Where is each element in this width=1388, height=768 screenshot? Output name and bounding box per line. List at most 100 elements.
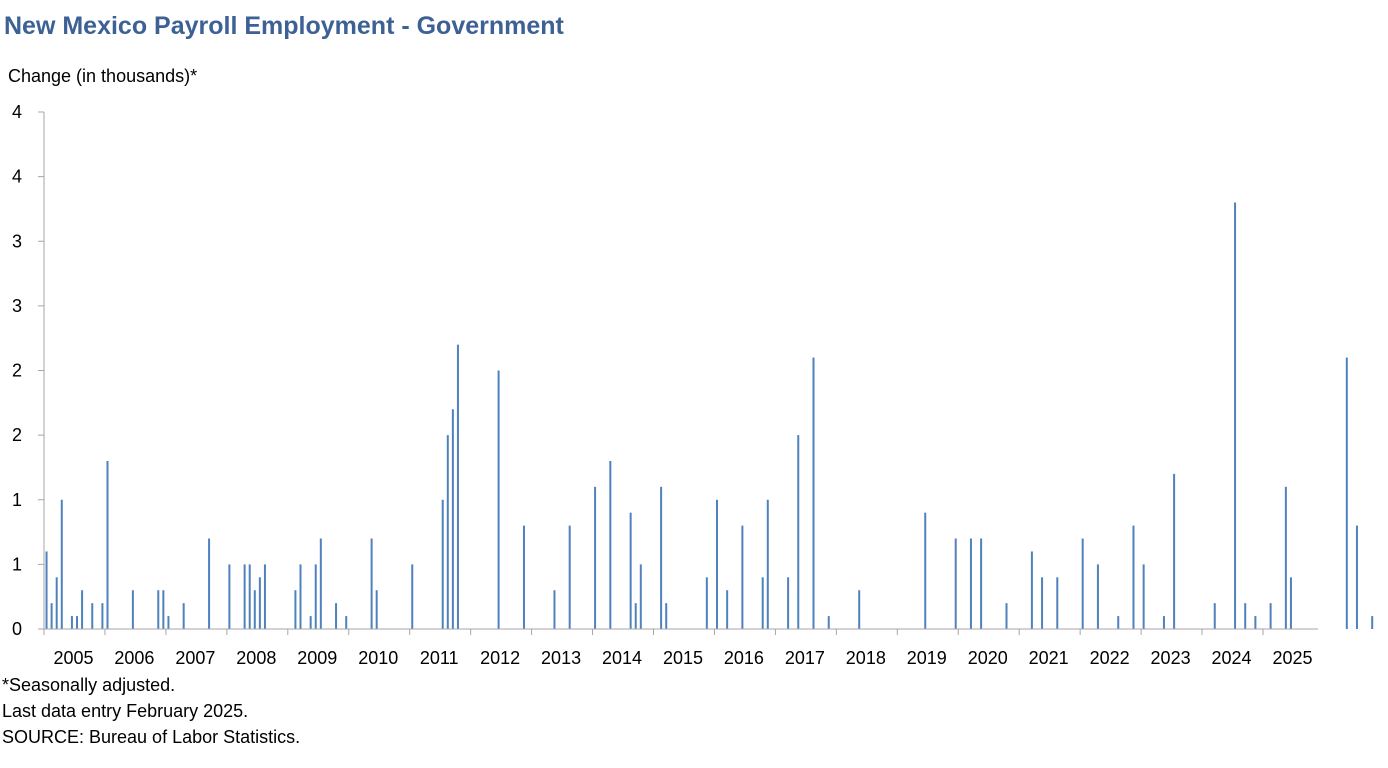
bar: [1117, 616, 1120, 629]
x-tick-label: 2017: [785, 648, 825, 668]
bar: [1355, 525, 1358, 629]
x-tick-label: 2015: [663, 648, 703, 668]
bar: [629, 512, 632, 629]
x-tick-label: 2007: [175, 648, 215, 668]
bar: [81, 590, 84, 629]
bar: [553, 590, 556, 629]
y-axis-ticks: 0 1 1 2 2 3 3 4 4: [12, 102, 44, 639]
bar: [1284, 486, 1287, 629]
bar: [411, 564, 414, 630]
bar: [497, 370, 500, 629]
footnotes: *Seasonally adjusted. Last data entry Fe…: [2, 672, 300, 750]
x-tick-label: 2022: [1090, 648, 1130, 668]
bar: [980, 538, 983, 629]
bar: [157, 590, 160, 629]
bar: [345, 616, 348, 629]
bar: [609, 460, 612, 629]
bar: [55, 577, 58, 629]
bar: [797, 435, 800, 630]
bar: [715, 499, 718, 629]
bar: [441, 499, 444, 629]
bar: [299, 564, 302, 630]
bar: [50, 603, 53, 629]
y-tick-label: 1: [12, 490, 22, 510]
bar: [726, 590, 729, 629]
bar: [766, 499, 769, 629]
source-note: SOURCE: Bureau of Labor Statistics.: [2, 727, 301, 747]
bar: [456, 344, 459, 629]
bar: [1371, 616, 1374, 629]
y-tick-label: 1: [12, 554, 22, 574]
bar: [787, 577, 790, 629]
y-tick-label: 3: [12, 231, 22, 251]
bar: [1041, 577, 1044, 629]
bar: [858, 590, 861, 629]
bar: [1056, 577, 1059, 629]
bar: [294, 590, 297, 629]
x-tick-label: 2020: [968, 648, 1008, 668]
bar: [101, 603, 104, 629]
bar: [91, 603, 94, 629]
bar: [1142, 564, 1145, 630]
bar: [309, 616, 312, 629]
x-tick-label: 2011: [420, 648, 459, 668]
bar: [182, 603, 185, 629]
y-tick-label: 2: [12, 425, 22, 445]
bar: [1173, 473, 1176, 629]
bar: [1244, 603, 1247, 629]
x-tick-label: 2018: [846, 648, 886, 668]
x-tick-label: 2013: [541, 648, 581, 668]
bar: [314, 564, 317, 630]
bar: [1213, 603, 1216, 629]
bar: [1254, 616, 1257, 629]
y-tick-label: 3: [12, 296, 22, 316]
x-tick-label: 2025: [1272, 648, 1312, 668]
bar: [162, 590, 165, 629]
bar: [1269, 603, 1272, 629]
x-tick-label: 2010: [358, 648, 398, 668]
bar: [1096, 564, 1099, 630]
bar: [106, 460, 109, 629]
bar: [45, 551, 48, 629]
bar: [954, 538, 957, 629]
bar: [827, 616, 830, 629]
x-tick-label: 2009: [297, 648, 337, 668]
bar: [634, 603, 637, 629]
x-tick-label: 2012: [480, 648, 520, 668]
x-tick-label: 2008: [236, 648, 276, 668]
chart-title: New Mexico Payroll Employment - Governme…: [4, 12, 564, 40]
x-tick-label: 2014: [602, 648, 642, 668]
bar: [451, 409, 454, 629]
bar: [131, 590, 134, 629]
bar: [167, 616, 170, 629]
bar: [1345, 357, 1348, 629]
bar: [660, 486, 663, 629]
bar: [924, 512, 927, 629]
bar: [812, 357, 815, 629]
y-tick-label: 2: [12, 361, 22, 381]
y-tick-label: 4: [12, 102, 22, 122]
bar: [639, 564, 642, 630]
bar: [60, 499, 63, 629]
bar: [76, 616, 79, 629]
bar: [1132, 525, 1135, 629]
bar: [248, 564, 251, 630]
bar: [319, 538, 322, 629]
bar: [522, 525, 525, 629]
x-axis-ticks: 2005 2006 2007 2008 2009 2010 2011 2012 2013 2014…: [43, 629, 1312, 668]
x-tick-label: 2021: [1029, 648, 1069, 668]
x-tick-label: 2005: [53, 648, 93, 668]
bar: [70, 616, 73, 629]
y-tick-label: 4: [12, 167, 22, 187]
bar: [1162, 616, 1165, 629]
bar: [1234, 202, 1237, 630]
bar: [568, 525, 571, 629]
bar: [335, 603, 338, 629]
x-tick-label: 2016: [724, 648, 764, 668]
last-entry-note: Last data entry February 2025.: [2, 701, 249, 721]
bar: [375, 590, 378, 629]
bar: [1005, 603, 1008, 629]
bar: [741, 525, 744, 629]
bar: [370, 538, 373, 629]
bar: [665, 603, 668, 629]
